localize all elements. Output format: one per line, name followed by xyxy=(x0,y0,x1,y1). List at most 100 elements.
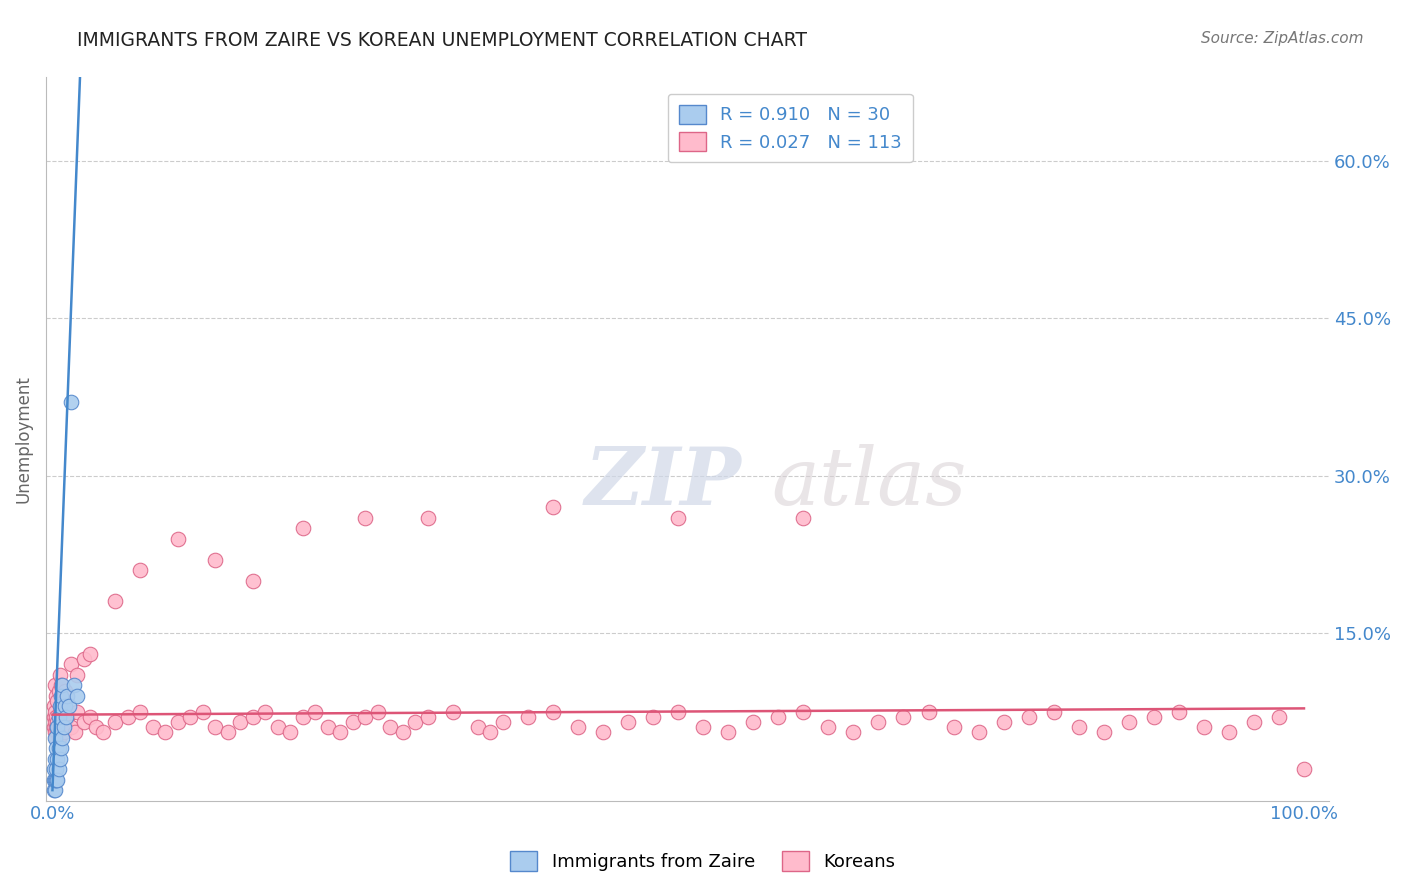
Point xyxy=(60,395,83,409)
Point xyxy=(666,705,689,719)
Point xyxy=(742,714,765,729)
Point xyxy=(52,720,75,734)
Point xyxy=(44,772,66,787)
Point xyxy=(817,720,839,734)
Point xyxy=(45,772,67,787)
Point xyxy=(53,714,76,729)
Point xyxy=(942,720,965,734)
Point xyxy=(58,699,80,714)
Point xyxy=(354,710,377,724)
Point xyxy=(45,710,67,724)
Point xyxy=(56,689,79,703)
Point xyxy=(291,521,314,535)
Point xyxy=(56,710,79,724)
Point xyxy=(441,705,464,719)
Point xyxy=(49,752,72,766)
Point xyxy=(617,714,640,729)
Point xyxy=(1292,762,1315,776)
Point xyxy=(354,510,377,524)
Point xyxy=(842,725,865,739)
Point xyxy=(166,532,188,546)
Point xyxy=(79,710,101,724)
Point xyxy=(66,668,89,682)
Point xyxy=(792,705,814,719)
Point xyxy=(45,762,67,776)
Point xyxy=(62,678,84,692)
Point xyxy=(967,725,990,739)
Point xyxy=(51,720,73,734)
Point xyxy=(48,762,70,776)
Point xyxy=(179,710,201,724)
Point xyxy=(492,714,515,729)
Point xyxy=(1018,710,1040,724)
Point xyxy=(46,694,69,708)
Point xyxy=(51,678,73,692)
Point xyxy=(66,689,89,703)
Point xyxy=(63,725,86,739)
Point xyxy=(44,731,66,745)
Point xyxy=(53,683,76,698)
Point xyxy=(44,783,66,797)
Point xyxy=(42,762,65,776)
Point xyxy=(404,714,426,729)
Point xyxy=(567,720,589,734)
Point xyxy=(46,720,69,734)
Point xyxy=(45,689,67,703)
Point xyxy=(191,705,214,719)
Point xyxy=(52,725,75,739)
Point xyxy=(380,720,402,734)
Point xyxy=(48,683,70,698)
Point xyxy=(45,731,67,745)
Point xyxy=(48,710,70,724)
Point xyxy=(204,720,226,734)
Point xyxy=(291,710,314,724)
Text: Source: ZipAtlas.com: Source: ZipAtlas.com xyxy=(1201,31,1364,46)
Point xyxy=(42,699,65,714)
Point xyxy=(42,783,65,797)
Point xyxy=(84,720,107,734)
Point xyxy=(329,725,352,739)
Point xyxy=(49,714,72,729)
Point xyxy=(51,678,73,692)
Point xyxy=(342,714,364,729)
Point xyxy=(104,594,127,608)
Point xyxy=(49,668,72,682)
Point xyxy=(117,710,139,724)
Point xyxy=(792,510,814,524)
Point xyxy=(48,731,70,745)
Text: IMMIGRANTS FROM ZAIRE VS KOREAN UNEMPLOYMENT CORRELATION CHART: IMMIGRANTS FROM ZAIRE VS KOREAN UNEMPLOY… xyxy=(77,31,807,50)
Legend: R = 0.910   N = 30, R = 0.027   N = 113: R = 0.910 N = 30, R = 0.027 N = 113 xyxy=(668,94,912,162)
Point xyxy=(416,710,439,724)
Point xyxy=(868,714,890,729)
Point xyxy=(1118,714,1140,729)
Point xyxy=(48,741,70,756)
Point xyxy=(166,714,188,729)
Point xyxy=(52,694,75,708)
Point xyxy=(1092,725,1115,739)
Point xyxy=(242,574,264,588)
Point xyxy=(717,725,740,739)
Text: ZIP: ZIP xyxy=(585,443,742,521)
Point xyxy=(44,752,66,766)
Point xyxy=(1243,714,1265,729)
Point xyxy=(46,772,69,787)
Point xyxy=(1192,720,1215,734)
Point xyxy=(267,720,290,734)
Point xyxy=(46,714,69,729)
Point xyxy=(229,714,252,729)
Point xyxy=(893,710,915,724)
Point xyxy=(104,714,127,729)
Point xyxy=(304,705,326,719)
Point xyxy=(1268,710,1291,724)
Point xyxy=(1067,720,1090,734)
Point xyxy=(44,678,66,692)
Point xyxy=(129,705,152,719)
Point xyxy=(416,510,439,524)
Point xyxy=(541,500,564,515)
Point xyxy=(242,710,264,724)
Point xyxy=(42,772,65,787)
Point xyxy=(60,657,83,672)
Point xyxy=(55,710,77,724)
Point xyxy=(44,714,66,729)
Point xyxy=(517,710,540,724)
